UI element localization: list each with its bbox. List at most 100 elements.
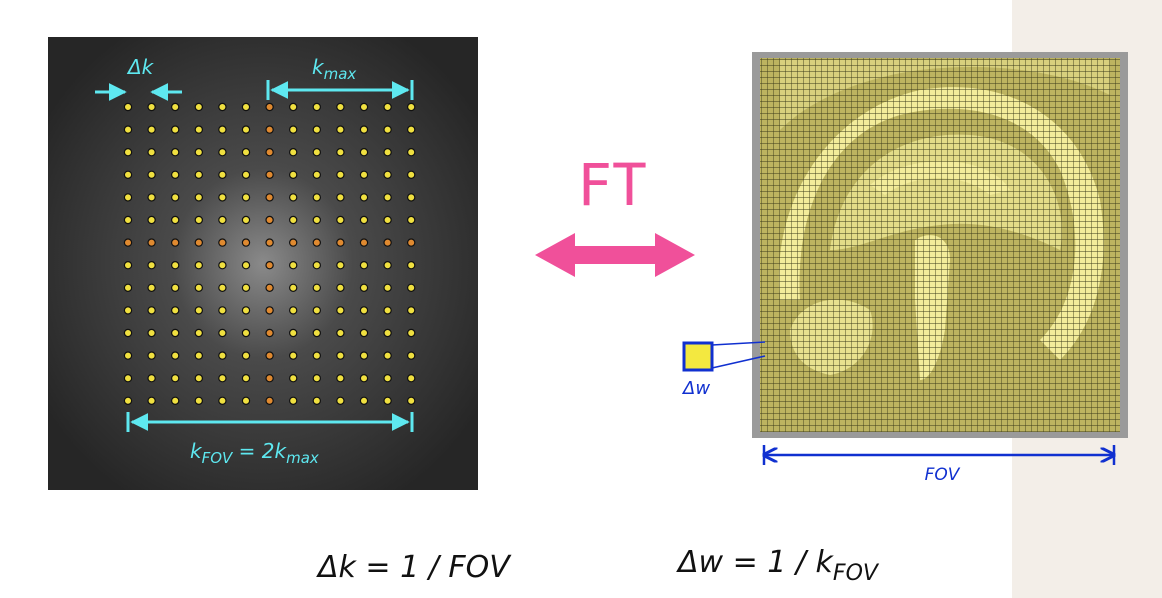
ft-arrow [535, 233, 695, 277]
sample-dot [336, 283, 345, 292]
fov-label: FOV [925, 465, 961, 485]
sample-dot [383, 170, 392, 179]
equation-1: Δk = 1 / FOV [316, 550, 512, 585]
sample-dot [312, 261, 321, 270]
sample-dot [336, 261, 345, 270]
sample-dot [241, 396, 251, 405]
sample-dot [359, 102, 369, 112]
sample-dot [336, 374, 345, 383]
sample-dot [312, 374, 321, 383]
sample-dot [123, 306, 133, 315]
voxel-box [682, 341, 714, 372]
sample-dot [194, 170, 203, 179]
equation-2: Δw = 1 / kFOV [676, 545, 880, 586]
sample-dot [218, 102, 227, 112]
sample-dot [359, 374, 369, 383]
k: k [312, 55, 325, 79]
sample-dot [383, 238, 392, 247]
sample-dot [407, 261, 416, 270]
sample-dot [336, 102, 345, 112]
sample-dot [289, 125, 298, 134]
kmax-label: kmax [312, 55, 356, 83]
sample-dot [123, 238, 133, 247]
sample-dot [407, 102, 416, 112]
sample-dot [123, 328, 133, 338]
sub: max [324, 65, 357, 83]
sample-dot [194, 147, 203, 157]
sample-dot [312, 125, 321, 134]
sample-dot [359, 396, 369, 405]
sample-dot [359, 170, 369, 179]
sample-dot [147, 215, 156, 225]
sample-dot [383, 147, 392, 157]
sample-dot [407, 306, 416, 315]
sample-dot [147, 261, 156, 270]
sample-dot [241, 238, 251, 247]
sample-dot [265, 102, 274, 112]
sample-dot [147, 238, 156, 247]
sample-dot [407, 396, 416, 405]
sample-dot [194, 238, 203, 247]
sample-dot [407, 328, 416, 338]
sample-dot [123, 193, 133, 202]
sample-dot [289, 193, 298, 202]
sample-dot [218, 328, 227, 338]
sample-dot [407, 283, 416, 292]
sample-dot [336, 351, 345, 360]
sample-dot [359, 125, 369, 134]
base: Δw = 1 / k [676, 545, 835, 580]
ft-label: FT [577, 151, 647, 219]
sample-dot [265, 147, 274, 157]
sample-dot [123, 215, 133, 225]
sample-dot [194, 374, 203, 383]
sample-dot [383, 215, 392, 225]
sample-dot [289, 396, 298, 405]
sample-dot [147, 102, 156, 112]
sample-dot [147, 351, 156, 360]
sample-dot [170, 328, 180, 338]
sample-dot [289, 215, 298, 225]
sample-dot [359, 238, 369, 247]
sample-dot [289, 238, 298, 247]
sample-dot [241, 125, 251, 134]
sample-dot [383, 306, 392, 315]
sample-dot [147, 328, 156, 338]
sample-dot [170, 170, 180, 179]
sample-dot [147, 283, 156, 292]
kspace-arrows [95, 80, 414, 432]
sample-dot [407, 125, 416, 134]
sample-dot [265, 306, 274, 315]
sample-dot [359, 328, 369, 338]
sample-dot [123, 283, 133, 292]
sample-dot [359, 306, 369, 315]
sample-dot [265, 238, 274, 247]
sample-dot [241, 374, 251, 383]
sample-dot [170, 351, 180, 360]
sample-dot [170, 283, 180, 292]
sample-dot [289, 283, 298, 292]
sample-dot [265, 215, 274, 225]
sample-dot [218, 306, 227, 315]
sample-dot [383, 374, 392, 383]
sample-dot [312, 215, 321, 225]
sample-dot [123, 351, 133, 360]
sample-dot [359, 261, 369, 270]
sample-dot [170, 238, 180, 247]
sample-dot [147, 396, 156, 405]
sample-dot [289, 102, 298, 112]
sample-dot [123, 374, 133, 383]
sample-dot [170, 125, 180, 134]
sample-dot [170, 306, 180, 315]
sample-dot [147, 193, 156, 202]
sample-dot [359, 283, 369, 292]
sample-dot [218, 215, 227, 225]
sample-dot [218, 147, 227, 157]
sample-dot [194, 193, 203, 202]
sample-dot [383, 351, 392, 360]
sample-dot [218, 283, 227, 292]
sample-dot [194, 328, 203, 338]
sample-dot [147, 170, 156, 179]
sample-dot [265, 328, 274, 338]
sample-dot [218, 125, 227, 134]
sample-dot [407, 147, 416, 157]
